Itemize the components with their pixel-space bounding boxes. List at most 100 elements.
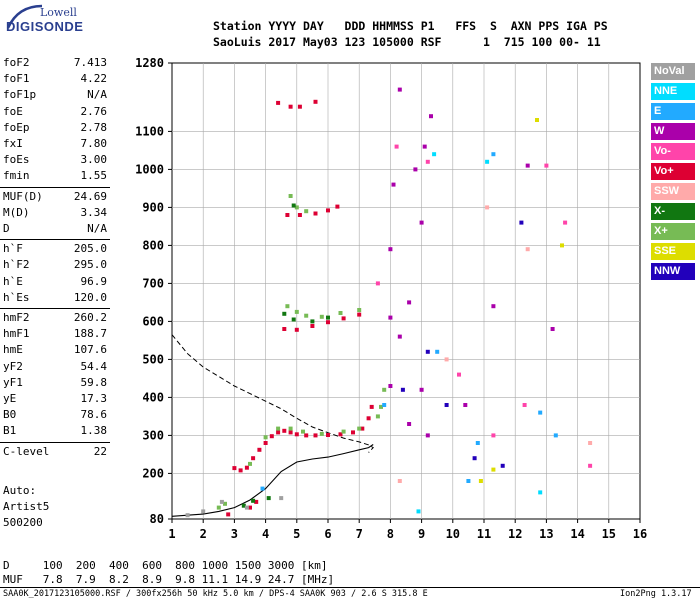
echo-point (525, 163, 530, 168)
echo-point (285, 213, 290, 217)
param-value: 295.0 (73, 258, 107, 272)
logo-lowell: Lowell (40, 6, 77, 19)
param-value: 1.38 (80, 424, 108, 438)
param-value: 3.00 (80, 153, 108, 167)
status-version: Ion2Png 1.3.17 (620, 589, 692, 599)
echo-point (251, 498, 256, 503)
y-tick-label: 600 (142, 314, 164, 328)
autoscale-line-1: Auto: (3, 484, 37, 497)
echo-point (375, 414, 380, 419)
echo-point (285, 304, 290, 309)
echo-point (422, 144, 427, 149)
legend-item: Vo- (651, 143, 695, 160)
param-value: 3.34 (80, 205, 108, 219)
echo-point (560, 243, 564, 248)
echo-point (301, 429, 305, 434)
param-name: yE (3, 392, 17, 405)
x-tick-label: 6 (324, 527, 331, 541)
echo-point (382, 403, 387, 407)
echo-point (291, 317, 296, 322)
echo-point (248, 461, 252, 466)
legend-item: NoVal (651, 63, 695, 80)
echo-point (435, 349, 440, 354)
param-value: 59.8 (80, 375, 108, 389)
echo-point (535, 118, 539, 122)
echo-point (276, 100, 281, 105)
echo-point (419, 220, 424, 225)
echo-point (304, 313, 309, 318)
echo-point (397, 87, 402, 92)
param-value: 96.9 (80, 274, 108, 288)
echo-point (294, 432, 299, 437)
param-name: MUF(D) (3, 189, 43, 203)
echo-point (338, 432, 343, 437)
param-name: foF2 (3, 56, 30, 69)
param-value: N/A (87, 88, 107, 102)
param-value: 78.6 (80, 408, 108, 422)
echo-point (326, 320, 330, 325)
echo-point (538, 490, 543, 495)
echo-point (341, 429, 346, 434)
param-name: yF2 (3, 359, 23, 373)
echo-point (413, 167, 418, 172)
echo-point (185, 513, 190, 518)
x-tick-label: 7 (356, 527, 363, 541)
echo-point (266, 496, 271, 501)
footer-distance-row: D 100 200 400 600 800 1000 1500 3000 [km… (3, 559, 328, 572)
echo-point (241, 503, 246, 508)
echo-point (294, 309, 299, 314)
x-tick-label: 1 (168, 527, 175, 541)
echo-point (238, 468, 243, 473)
param-value: N/A (87, 222, 107, 235)
echo-point (310, 324, 315, 328)
param-value: 260.2 (73, 311, 107, 324)
param-name: foF1 (3, 72, 30, 86)
param-value: 120.0 (73, 290, 107, 304)
electron-density-profile (171, 444, 374, 517)
param-name: h`Es (3, 290, 30, 304)
echo-point (223, 501, 227, 506)
echo-point (288, 426, 293, 431)
echo-point (500, 463, 505, 468)
echo-point (538, 410, 543, 415)
echo-point (326, 208, 330, 213)
echo-point (297, 104, 302, 109)
echo-point (297, 213, 302, 217)
echo-point (288, 430, 293, 435)
echo-point (288, 194, 293, 198)
echo-point (432, 152, 437, 157)
param-name: hmF1 (3, 327, 30, 341)
echo-point (379, 404, 383, 409)
echo-point (341, 316, 346, 321)
legend-item: W (651, 123, 695, 140)
param-name: h`E (3, 274, 23, 288)
echo-point (425, 433, 430, 438)
param-value: 22 (93, 444, 107, 458)
echo-point (326, 433, 330, 437)
x-tick-label: 4 (262, 527, 269, 541)
echo-point (357, 426, 362, 431)
echo-point (397, 334, 402, 339)
echo-point (282, 428, 287, 433)
x-tick-label: 14 (570, 527, 584, 541)
echo-point (244, 465, 249, 470)
echo-point (319, 431, 324, 436)
echo-point (550, 327, 555, 331)
param-value: 4.22 (80, 72, 108, 86)
y-tick-label: 700 (142, 276, 164, 290)
echo-point (276, 426, 281, 431)
logo-swoosh-icon (6, 4, 43, 29)
legend-item: NNW (651, 263, 695, 280)
param-name: D (3, 222, 10, 235)
param-name: foEp (3, 120, 30, 134)
echo-point (244, 505, 249, 510)
param-value: 17.3 (80, 392, 108, 405)
echo-point (416, 509, 421, 514)
echo-point (310, 319, 315, 324)
echo-point (282, 311, 287, 316)
echo-point (407, 300, 412, 305)
ionogram-chart: 1 2 3 4 5 6 7 8 9 10 11 12 13 14 15 1680200300400500600… (135, 56, 647, 541)
echo-point (400, 387, 405, 392)
echo-point (485, 205, 490, 210)
echo-point (407, 422, 412, 426)
